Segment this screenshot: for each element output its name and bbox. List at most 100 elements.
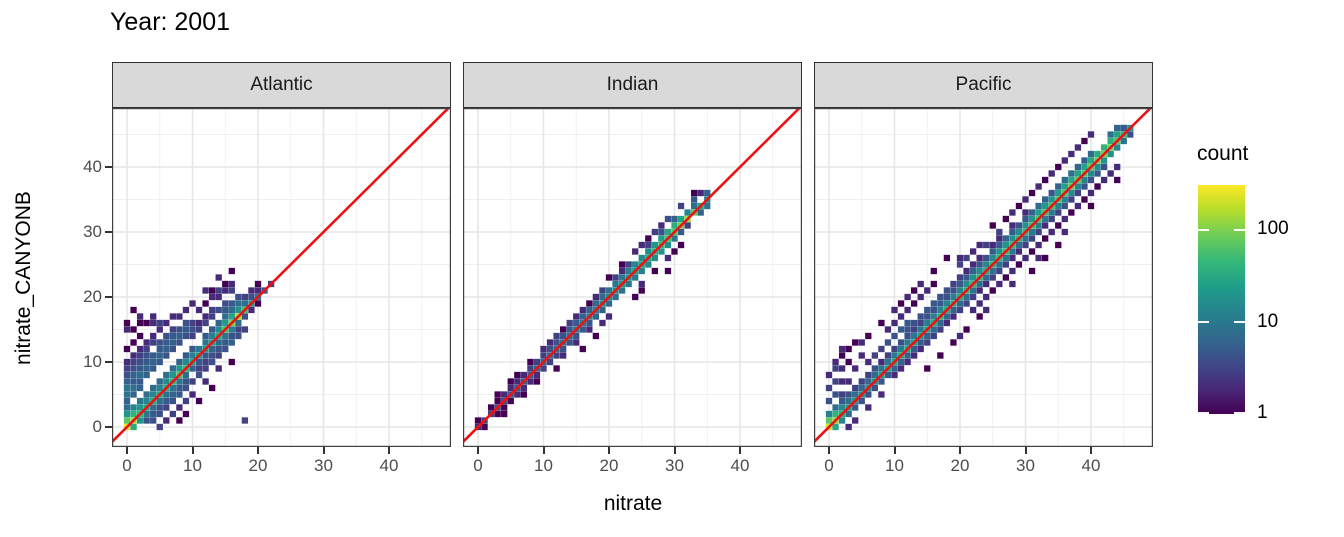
bin2d-cell (671, 222, 678, 229)
bin2d-cell (150, 404, 157, 411)
bin2d-cell (976, 313, 983, 320)
bin2d-cell (176, 326, 183, 333)
bin2d-cell (136, 313, 144, 320)
bin2d-cell (1028, 235, 1036, 242)
bin2d-cell (150, 332, 157, 340)
bin2d-cell (832, 378, 839, 385)
bin2d-cell (1002, 254, 1009, 262)
bin2d-cell (130, 365, 137, 372)
bin2d-cell (1087, 157, 1095, 164)
bin2d-cell (1002, 274, 1009, 281)
bin2d-cell (1009, 209, 1016, 216)
bin2d-cell (884, 352, 892, 359)
legend-tick-mark (1198, 412, 1209, 414)
bin2d-cell (852, 417, 859, 424)
bin2d-cell (917, 280, 924, 288)
bin2d-cell (878, 365, 885, 372)
bin2d-cell (182, 397, 190, 405)
bin2d-cell (845, 397, 852, 405)
bin2d-cell (228, 287, 235, 294)
bin2d-cell (169, 391, 176, 398)
bin2d-cell (1035, 241, 1042, 249)
x-axis-tick-label: 20 (599, 456, 619, 475)
bin2d-cell (664, 241, 672, 249)
bin2d-cell (963, 300, 970, 307)
bin2d-cell (1087, 202, 1095, 210)
bin2d-cell (1048, 209, 1055, 216)
bin2d-cell (1009, 228, 1016, 236)
bin2d-cell (697, 189, 704, 197)
bin2d-cell (182, 384, 190, 392)
bin2d-cell (494, 397, 501, 405)
bin2d-cell (1022, 209, 1029, 216)
bin2d-cell (956, 274, 964, 281)
bin2d-cell (983, 254, 990, 262)
bin2d-cell (943, 287, 951, 294)
bin2d-cell (852, 339, 859, 346)
bin2d-cell (950, 293, 957, 301)
bin2d-cell (143, 371, 150, 379)
bin2d-cell (599, 306, 606, 314)
x-axis-tick (1090, 447, 1092, 454)
bin2d-cell (136, 345, 144, 353)
bin2d-cell (592, 300, 600, 307)
bin2d-cell (182, 319, 190, 327)
bin2d-cell (163, 391, 170, 398)
bin2d-cell (169, 345, 176, 353)
bin2d-cell (169, 339, 176, 346)
bin2d-cell (989, 274, 996, 281)
bin2d-cell (943, 300, 951, 307)
bin2d-cell (976, 287, 983, 294)
bin2d-cell (143, 339, 150, 346)
bin2d-cell (852, 391, 859, 398)
bin2d-cell (1061, 157, 1068, 164)
bin2d-cell (891, 306, 898, 314)
bin2d-cell (189, 391, 196, 398)
bin2d-cell (1048, 228, 1055, 236)
legend-tick-mark (1234, 321, 1245, 323)
bin2d-cell (163, 397, 170, 405)
bin2d-cell (235, 293, 242, 301)
x-axis-tick-label: 30 (1016, 456, 1035, 475)
bin2d-cell (658, 235, 665, 242)
bin2d-cell (123, 345, 131, 353)
legend-tick-mark (1234, 229, 1245, 231)
bin2d-cell (202, 287, 209, 294)
bin2d-cell (897, 300, 905, 307)
x-axis-tick-label: 40 (379, 456, 399, 475)
bin2d-cell (143, 410, 150, 418)
bin2d-cell (924, 332, 931, 340)
bin2d-cell (182, 326, 190, 333)
bin2d-cell (1042, 176, 1049, 184)
bin2d-cell (924, 319, 931, 327)
bin2d-cell (904, 339, 911, 346)
bin2d-cell (969, 293, 977, 301)
y-axis-tick (105, 166, 112, 168)
y-axis-tick (105, 426, 112, 428)
bin2d-cell (989, 248, 996, 255)
bin2d-cell (956, 280, 964, 288)
bin2d-cell (989, 287, 996, 294)
bin2d-cell (215, 287, 222, 294)
bin2d-cell (150, 410, 157, 418)
bin2d-cell (1055, 241, 1062, 249)
bin2d-cell (520, 371, 527, 379)
bin2d-cell (228, 332, 235, 340)
bin2d-cell (1042, 202, 1049, 210)
bin2d-cell (592, 313, 600, 320)
bin2d-cell (163, 345, 170, 353)
bin2d-cell (182, 410, 190, 418)
x-axis-tick-label: 40 (1081, 456, 1101, 475)
bin2d-cell (1015, 222, 1023, 229)
bin2d-cell (189, 352, 196, 359)
bin2d-cell (645, 261, 652, 268)
bin2d-cell (645, 248, 652, 255)
bin2d-cell (917, 339, 924, 346)
bin2d-cell (1002, 241, 1009, 249)
bin2d-cell (937, 352, 944, 359)
legend-tick-mark (1234, 412, 1245, 414)
bin2d-cell (1094, 150, 1101, 158)
bin2d-cell (209, 313, 216, 320)
bin2d-cell (897, 339, 905, 346)
bin2d-cell (704, 202, 711, 210)
